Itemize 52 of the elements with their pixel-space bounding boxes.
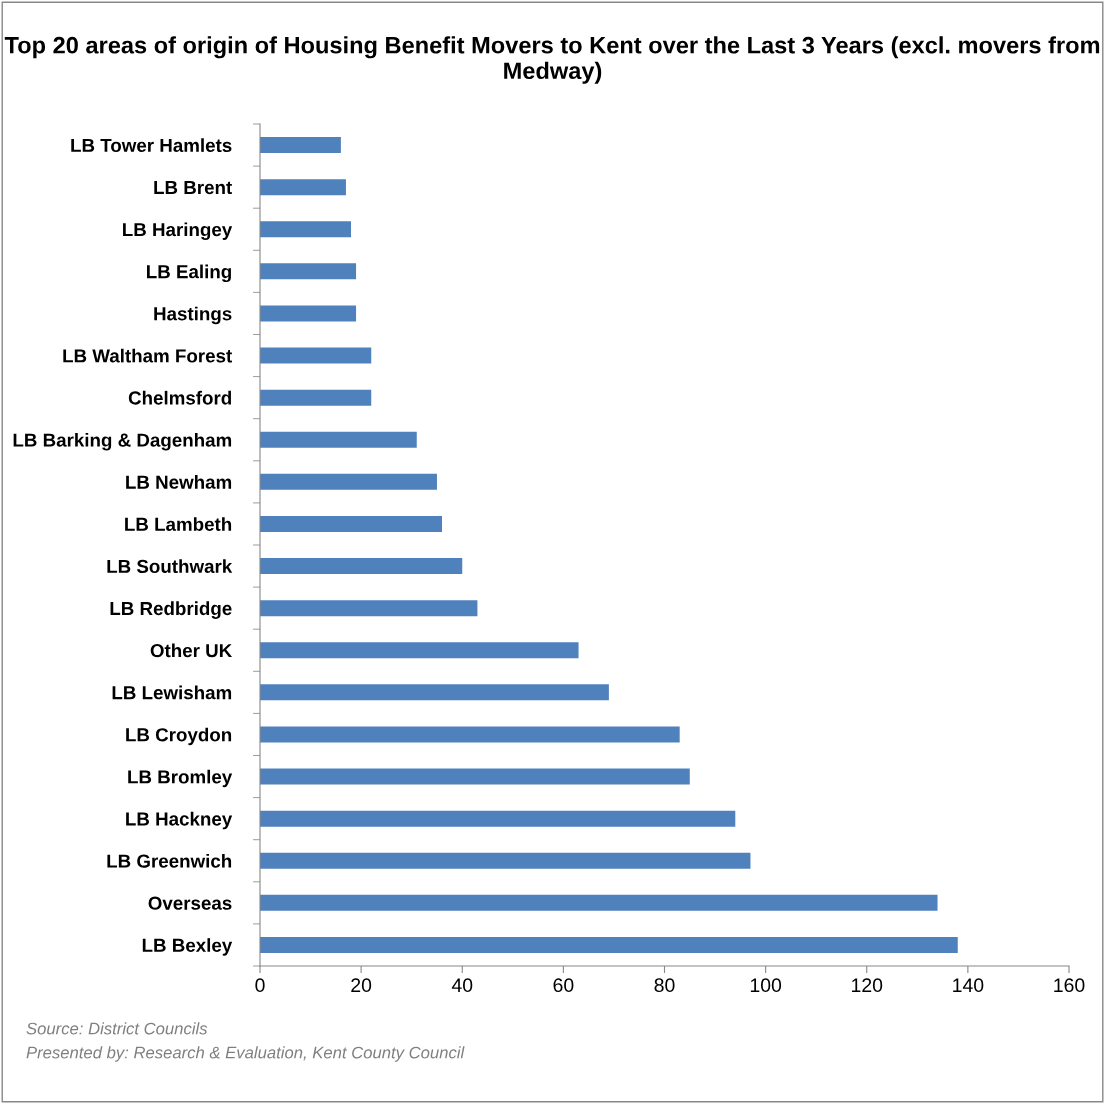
x-tick-label: 140 bbox=[953, 978, 984, 993]
bar bbox=[260, 684, 609, 701]
bar bbox=[260, 894, 938, 911]
y-tick-label: LB Lambeth bbox=[125, 517, 232, 531]
y-tick-label: LB Redbridge bbox=[110, 601, 232, 619]
bar bbox=[260, 515, 443, 532]
bar bbox=[260, 221, 352, 238]
y-tick-label: LB Brent bbox=[154, 181, 232, 195]
bar bbox=[260, 263, 357, 280]
bar bbox=[260, 726, 680, 743]
x-tick-label: 0 bbox=[255, 978, 265, 993]
y-tick-label: LB Tower Hamlets bbox=[71, 138, 232, 153]
bar bbox=[260, 389, 372, 406]
x-tick-label: 160 bbox=[1054, 978, 1085, 993]
x-tick-label: 100 bbox=[750, 978, 782, 993]
bar bbox=[260, 642, 579, 659]
bar bbox=[260, 852, 751, 869]
y-tick-label: LB Croydon bbox=[126, 727, 232, 746]
bar bbox=[260, 347, 372, 364]
y-tick-label: Overseas bbox=[148, 896, 232, 910]
chart-title: Top 20 areas of origin of Housing Benefit Movers to Kent over the Last 3 Years (excl. movers from Medway) bbox=[4, 36, 1100, 84]
x-tick-label: 40 bbox=[451, 978, 473, 993]
source-note: Source: District Councils bbox=[26, 1022, 208, 1035]
y-tick-label: LB Southwark bbox=[107, 559, 233, 574]
y-tick-label: LB Barking & Dagenham bbox=[13, 432, 232, 451]
y-tick-label: LB Bromley bbox=[128, 769, 233, 788]
y-tick-label: LB Greenwich bbox=[107, 853, 232, 868]
x-tick-label: 80 bbox=[654, 978, 675, 993]
bar bbox=[260, 431, 417, 448]
bar bbox=[260, 558, 463, 575]
y-tick-label: LB Haringey bbox=[123, 222, 233, 241]
x-tick-label: 120 bbox=[852, 978, 883, 993]
bar bbox=[260, 810, 736, 827]
bar bbox=[260, 600, 478, 617]
y-tick-label: LB Newham bbox=[126, 475, 232, 489]
bar bbox=[260, 179, 346, 196]
x-tick-label: 20 bbox=[351, 978, 372, 993]
bar bbox=[260, 137, 341, 154]
bar bbox=[260, 305, 357, 322]
text: Presented by: Research & Evaluation, Kent County Council bbox=[26, 1046, 465, 1062]
y-tick-label: Other UK bbox=[150, 643, 233, 658]
y-tick-label: LB Ealing bbox=[147, 264, 231, 283]
y-tick-label: LB Bexley bbox=[142, 938, 233, 956]
bar bbox=[260, 936, 958, 953]
y-tick-label: LB Lewisham bbox=[112, 685, 232, 700]
bar bbox=[260, 768, 690, 785]
y-tick-label: LB Hackney bbox=[126, 811, 233, 830]
y-tick-label: LB Waltham Forest bbox=[63, 348, 232, 363]
y-tick-label: Hastings bbox=[154, 306, 232, 325]
x-tick-label: 60 bbox=[553, 978, 574, 993]
y-tick-label: Chelmsford bbox=[128, 390, 231, 405]
bar bbox=[260, 473, 437, 490]
